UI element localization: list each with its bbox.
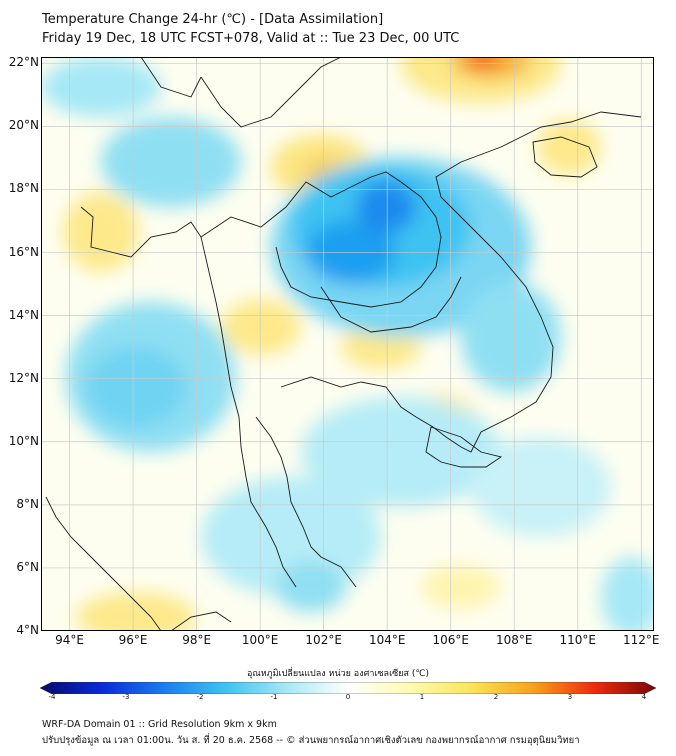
lat-label: 8°N	[16, 496, 39, 511]
lon-label: 106°E	[432, 633, 469, 647]
map-title: Temperature Change 24-hr (℃) - [Data Ass…	[42, 12, 384, 27]
lon-label: 112°E	[623, 633, 660, 647]
colorbar-tick-label: -1	[270, 693, 278, 701]
lon-label: 108°E	[495, 633, 533, 647]
colorbar-tick-label: -3	[122, 693, 130, 701]
colorbar-tick-label: 2	[493, 693, 499, 701]
model-info: WRF-DA Domain 01 :: Grid Resolution 9km …	[42, 719, 277, 730]
temperature-change-map	[41, 57, 654, 631]
colorbar	[39, 679, 657, 695]
lat-label: 16°N	[8, 244, 39, 259]
lon-label: 104°E	[368, 633, 406, 647]
colorbar-tick-label: 4	[641, 693, 647, 701]
lat-label: 18°N	[8, 181, 39, 196]
lat-label: 10°N	[8, 433, 39, 448]
lon-label: 100°E	[241, 633, 279, 647]
colorbar-tick-label: -4	[48, 693, 56, 701]
lon-label: 98°E	[182, 633, 212, 647]
lon-label: 94°E	[55, 633, 85, 647]
colorbar-tick-label: 1	[419, 693, 425, 701]
colorbar-tick-label: -2	[196, 693, 204, 701]
lat-label: 22°N	[8, 55, 39, 70]
coastline-borders	[45, 57, 642, 631]
temperature-field	[41, 57, 654, 631]
lat-label: 6°N	[16, 559, 39, 574]
colorbar-tick-label: 0	[345, 693, 351, 701]
lat-label: 14°N	[8, 307, 39, 322]
colorbar-tick-label: 3	[567, 693, 573, 701]
lon-label: 110°E	[559, 633, 597, 647]
lat-label: 12°N	[8, 370, 39, 385]
lon-label: 96°E	[118, 633, 148, 647]
colorbar-title: อุณหภูมิเปลี่ยนแปลง หน่วย องศาเซลเซียส (…	[246, 669, 430, 679]
lon-label: 102°E	[305, 633, 342, 647]
lat-label: 4°N	[16, 623, 39, 637]
map-panel	[41, 57, 654, 631]
lat-label: 20°N	[8, 118, 39, 133]
update-info: ปรับปรุงข้อมูล ณ เวลา 01:00น. วัน ส. ที่…	[42, 735, 580, 746]
map-subtitle: Friday 19 Dec, 18 UTC FCST+078, Valid at…	[42, 31, 460, 46]
